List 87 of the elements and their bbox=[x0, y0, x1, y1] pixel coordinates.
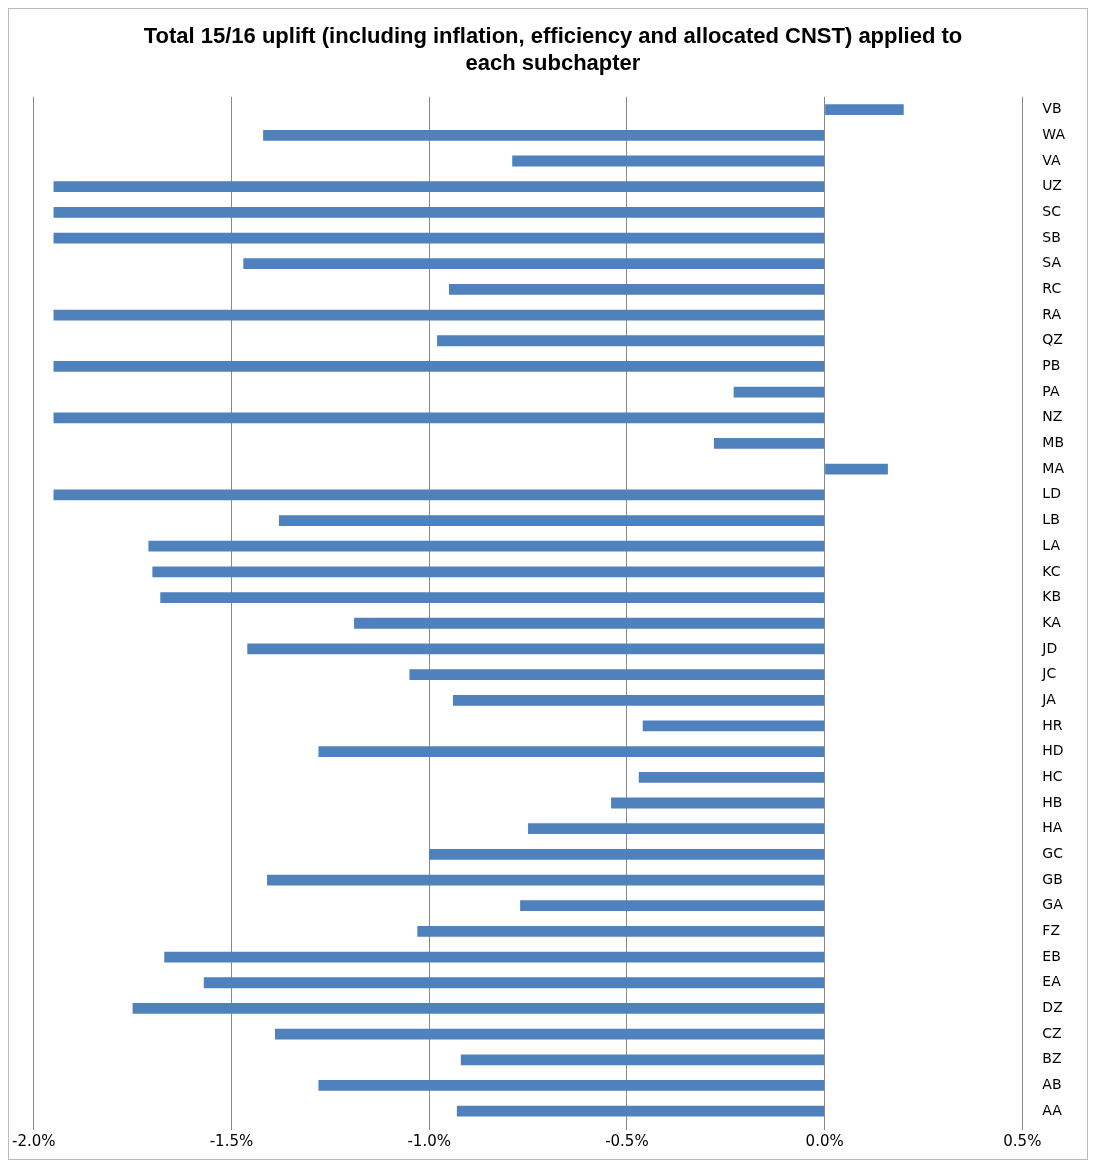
y-tick-label: VA bbox=[1042, 151, 1062, 168]
bar bbox=[318, 746, 825, 758]
bar bbox=[733, 386, 825, 398]
x-tick-label: 0.0% bbox=[805, 1131, 844, 1150]
bar bbox=[203, 977, 825, 989]
y-tick-label: QZ bbox=[1042, 331, 1063, 348]
y-tick-label: KC bbox=[1042, 562, 1061, 579]
bar bbox=[429, 848, 825, 860]
y-tick-label: EA bbox=[1042, 973, 1062, 990]
x-tick-label: -1.5% bbox=[209, 1131, 254, 1150]
bar bbox=[638, 771, 825, 783]
y-tick-label: LB bbox=[1042, 511, 1060, 528]
y-tick-label: HD bbox=[1042, 742, 1064, 759]
bar bbox=[825, 104, 904, 116]
bar bbox=[267, 874, 825, 886]
y-tick-label: PB bbox=[1042, 357, 1061, 374]
y-tick-label: EB bbox=[1042, 947, 1061, 964]
bar bbox=[164, 951, 825, 963]
y-tick-label: LD bbox=[1042, 485, 1061, 502]
bar bbox=[417, 926, 825, 937]
bar bbox=[247, 643, 825, 655]
y-tick-label: KA bbox=[1042, 613, 1062, 630]
bar bbox=[53, 309, 825, 321]
bar bbox=[53, 361, 825, 372]
y-tick-label: JD bbox=[1041, 639, 1058, 656]
bar bbox=[53, 206, 825, 218]
bar bbox=[520, 900, 825, 912]
bar bbox=[53, 181, 825, 193]
chart-title: Total 15/16 uplift (including inflation, efficiency and allocated CNST) applied to each subchapter bbox=[143, 23, 963, 75]
y-tick-label: GA bbox=[1042, 896, 1064, 913]
bar bbox=[263, 129, 825, 141]
y-tick-label: SC bbox=[1042, 203, 1062, 219]
y-tick-label: HB bbox=[1042, 793, 1063, 810]
y-tick-label: RC bbox=[1042, 280, 1062, 297]
bar bbox=[148, 540, 825, 552]
y-tick-label: AB bbox=[1042, 1076, 1062, 1093]
bar bbox=[354, 617, 825, 629]
bar bbox=[318, 1080, 825, 1091]
y-tick-label: VB bbox=[1042, 100, 1062, 117]
y-tick-label: AA bbox=[1042, 1101, 1063, 1118]
bar bbox=[512, 155, 825, 167]
bar bbox=[825, 463, 888, 475]
x-tick-label: -0.5% bbox=[605, 1131, 649, 1150]
y-tick-label: HC bbox=[1042, 767, 1063, 784]
y-tick-label: WA bbox=[1042, 125, 1066, 142]
y-tick-label: JA bbox=[1041, 690, 1057, 707]
y-tick-label: SB bbox=[1042, 228, 1061, 245]
bar bbox=[713, 438, 825, 449]
bar bbox=[53, 489, 825, 501]
bar bbox=[642, 720, 825, 732]
bar bbox=[611, 797, 825, 809]
y-tick-label: MA bbox=[1042, 459, 1065, 476]
x-tick-label: -2.0% bbox=[11, 1131, 56, 1150]
y-tick-label: UZ bbox=[1042, 177, 1062, 194]
bar bbox=[132, 1003, 825, 1014]
x-tick-label: -1.0% bbox=[407, 1131, 451, 1150]
y-tick-label: HA bbox=[1042, 819, 1063, 836]
bar bbox=[456, 1105, 825, 1117]
y-tick-label: SA bbox=[1042, 254, 1062, 271]
y-tick-label: HR bbox=[1042, 716, 1063, 733]
bar bbox=[528, 823, 825, 835]
y-tick-label: CZ bbox=[1042, 1024, 1062, 1041]
bar bbox=[448, 284, 825, 295]
bar bbox=[243, 258, 825, 270]
x-tick-label: 0.5% bbox=[1003, 1131, 1042, 1150]
bar bbox=[160, 592, 825, 603]
bar bbox=[460, 1054, 825, 1066]
y-tick-label: GB bbox=[1042, 870, 1063, 887]
bar bbox=[274, 1028, 825, 1040]
y-tick-label: JC bbox=[1041, 665, 1057, 682]
bar bbox=[452, 694, 825, 706]
bar bbox=[53, 412, 825, 424]
y-tick-label: RA bbox=[1042, 305, 1062, 322]
y-tick-label: LA bbox=[1042, 536, 1061, 553]
bar bbox=[53, 232, 825, 244]
bar bbox=[152, 566, 825, 578]
y-tick-label: GC bbox=[1042, 845, 1064, 861]
y-tick-label: NZ bbox=[1042, 408, 1063, 425]
y-tick-label: FZ bbox=[1042, 922, 1060, 939]
y-tick-label: KB bbox=[1042, 588, 1062, 605]
y-tick-label: PA bbox=[1042, 382, 1060, 399]
bar bbox=[278, 515, 825, 526]
bar bbox=[437, 335, 825, 347]
bar bbox=[409, 669, 825, 680]
y-tick-label: BZ bbox=[1042, 1050, 1062, 1067]
y-tick-label: DZ bbox=[1042, 999, 1063, 1016]
y-tick-label: MB bbox=[1042, 434, 1065, 451]
